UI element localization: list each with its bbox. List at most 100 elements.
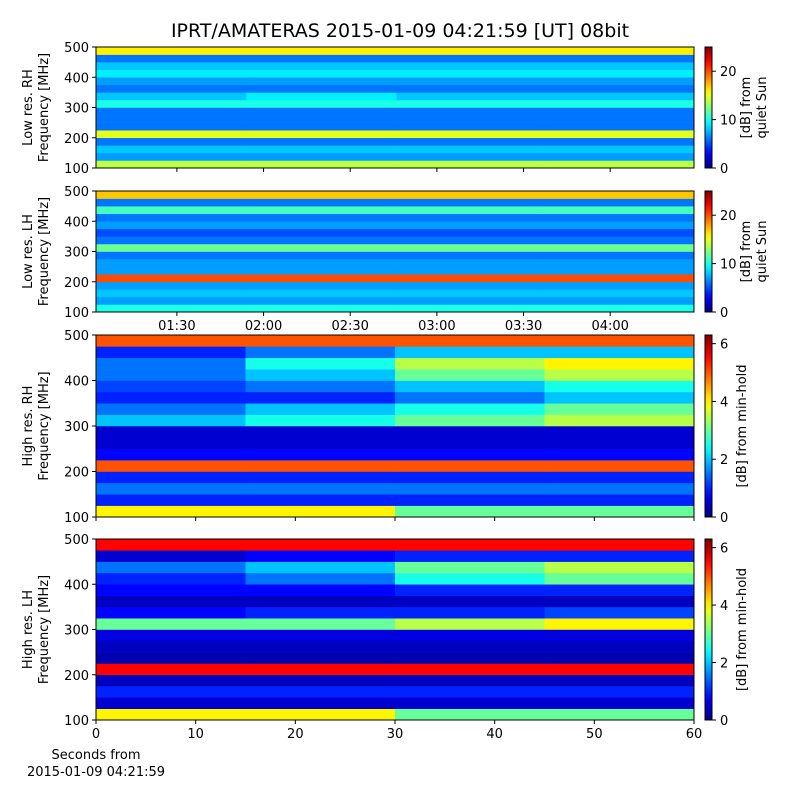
colorbar-tick-label: 0 <box>720 714 728 729</box>
heatmap-cell <box>246 92 397 101</box>
heatmap-cell <box>396 221 545 230</box>
heatmap-cell <box>245 471 396 484</box>
heatmap-cell <box>396 99 545 108</box>
heatmap-cell <box>543 145 695 154</box>
colorbar-tick-label: 20 <box>720 209 737 224</box>
heatmap-cell <box>396 243 545 252</box>
heatmap-cell <box>395 403 545 415</box>
heatmap-cell <box>395 482 545 495</box>
heatmap-cell <box>96 482 246 495</box>
heatmap-cell <box>543 130 695 139</box>
heatmap-cell <box>246 221 397 230</box>
x-axis-label: Seconds from <box>51 748 140 763</box>
colorbar-tick-label: 2 <box>720 657 728 672</box>
heatmap-cell <box>396 69 545 78</box>
heatmap-cell <box>396 198 545 207</box>
heatmap-cell <box>395 674 545 687</box>
heatmap-cell <box>96 62 247 70</box>
heatmap-cell <box>544 663 695 676</box>
heatmap-cell <box>245 482 396 495</box>
heatmap-cell <box>395 595 545 608</box>
heatmap-cell <box>246 160 397 169</box>
heatmap-cell <box>395 618 545 630</box>
x-tick-label: 03:00 <box>418 319 455 334</box>
heatmap-cell <box>96 281 247 290</box>
heatmap-cell <box>544 572 695 585</box>
heatmap-cell <box>245 460 396 472</box>
heatmap-cell <box>96 471 246 484</box>
heatmap-cell <box>544 357 695 370</box>
heatmap-cell <box>96 266 247 275</box>
heatmap-cell <box>544 460 695 472</box>
heatmap-cell <box>396 77 545 86</box>
heatmap-cell <box>543 160 695 169</box>
heatmap-cell <box>395 471 545 484</box>
heatmap-cell <box>543 243 695 252</box>
heatmap-cell <box>245 346 396 359</box>
y-axis-label: Frequency [MHz] <box>37 371 52 480</box>
heatmap-cell <box>246 84 397 93</box>
heatmap-cell <box>395 584 545 596</box>
heatmap-cell <box>396 115 545 123</box>
heatmap-cell <box>544 550 695 562</box>
heatmap-cell <box>396 274 545 283</box>
heatmap-cell <box>544 640 695 653</box>
heatmap-cell <box>96 99 247 108</box>
chart-title: IPRT/AMATERAS 2015-01-09 04:21:59 [UT] 0… <box>171 20 629 42</box>
heatmap-cell <box>396 54 545 63</box>
heatmap-cell <box>96 697 246 709</box>
colorbar-tick-label: 0 <box>720 511 728 526</box>
heatmap-cell <box>396 47 545 55</box>
heatmap-cell <box>543 198 695 207</box>
heatmap-cell <box>246 274 397 283</box>
heatmap-cell <box>396 206 545 214</box>
heatmap-cell <box>96 346 246 359</box>
heatmap-cell <box>96 92 247 101</box>
colorbar-tick-label: 0 <box>720 162 728 177</box>
colorbar-tick-label: 4 <box>720 395 728 410</box>
y-tick-label: 300 <box>64 420 89 435</box>
colorbar-tick-label: 10 <box>720 258 737 273</box>
heatmap-cell <box>396 160 545 169</box>
heatmap-cell <box>544 629 695 642</box>
heatmap-cell <box>96 236 247 245</box>
heatmap-cell <box>395 561 545 574</box>
heatmap-cell <box>543 289 695 298</box>
x-tick-label: 02:00 <box>245 319 282 334</box>
heatmap-cell <box>543 152 695 161</box>
heatmap-cell <box>96 652 246 664</box>
heatmap-cell <box>395 697 545 709</box>
heatmap-cell <box>246 191 397 199</box>
heatmap-cell <box>96 618 246 630</box>
heatmap-cell <box>544 697 695 709</box>
heatmap-cell <box>246 69 397 78</box>
heatmap-cell <box>96 107 247 116</box>
heatmap-cell <box>96 251 247 260</box>
heatmap-cell <box>543 54 695 63</box>
heatmap-cell <box>245 708 396 721</box>
heatmap-cell <box>96 77 247 86</box>
heatmap-cell <box>96 606 246 619</box>
heatmap-cell <box>544 335 695 347</box>
y-tick-label: 300 <box>64 246 89 261</box>
heatmap-cell <box>544 448 695 461</box>
heatmap-cell <box>396 137 545 146</box>
x-tick-label: 02:30 <box>331 319 368 334</box>
heatmap-cell <box>395 505 545 518</box>
heatmap-cell <box>544 369 695 381</box>
heatmap-cell <box>544 482 695 495</box>
heatmap-cell <box>96 115 247 123</box>
heatmap-cell <box>544 652 695 664</box>
heatmap-cell <box>543 281 695 290</box>
colorbar <box>704 190 713 313</box>
y-tick-label: 200 <box>64 466 89 481</box>
heatmap-cell <box>96 640 246 653</box>
heatmap-cell <box>246 304 397 313</box>
heatmap-cell <box>395 539 545 551</box>
heatmap-cell <box>395 494 545 506</box>
heatmap-cell <box>396 84 545 93</box>
colorbar-tick-label: 2 <box>720 453 728 468</box>
heatmap-cell <box>246 62 397 70</box>
heatmap-cell <box>543 213 695 222</box>
